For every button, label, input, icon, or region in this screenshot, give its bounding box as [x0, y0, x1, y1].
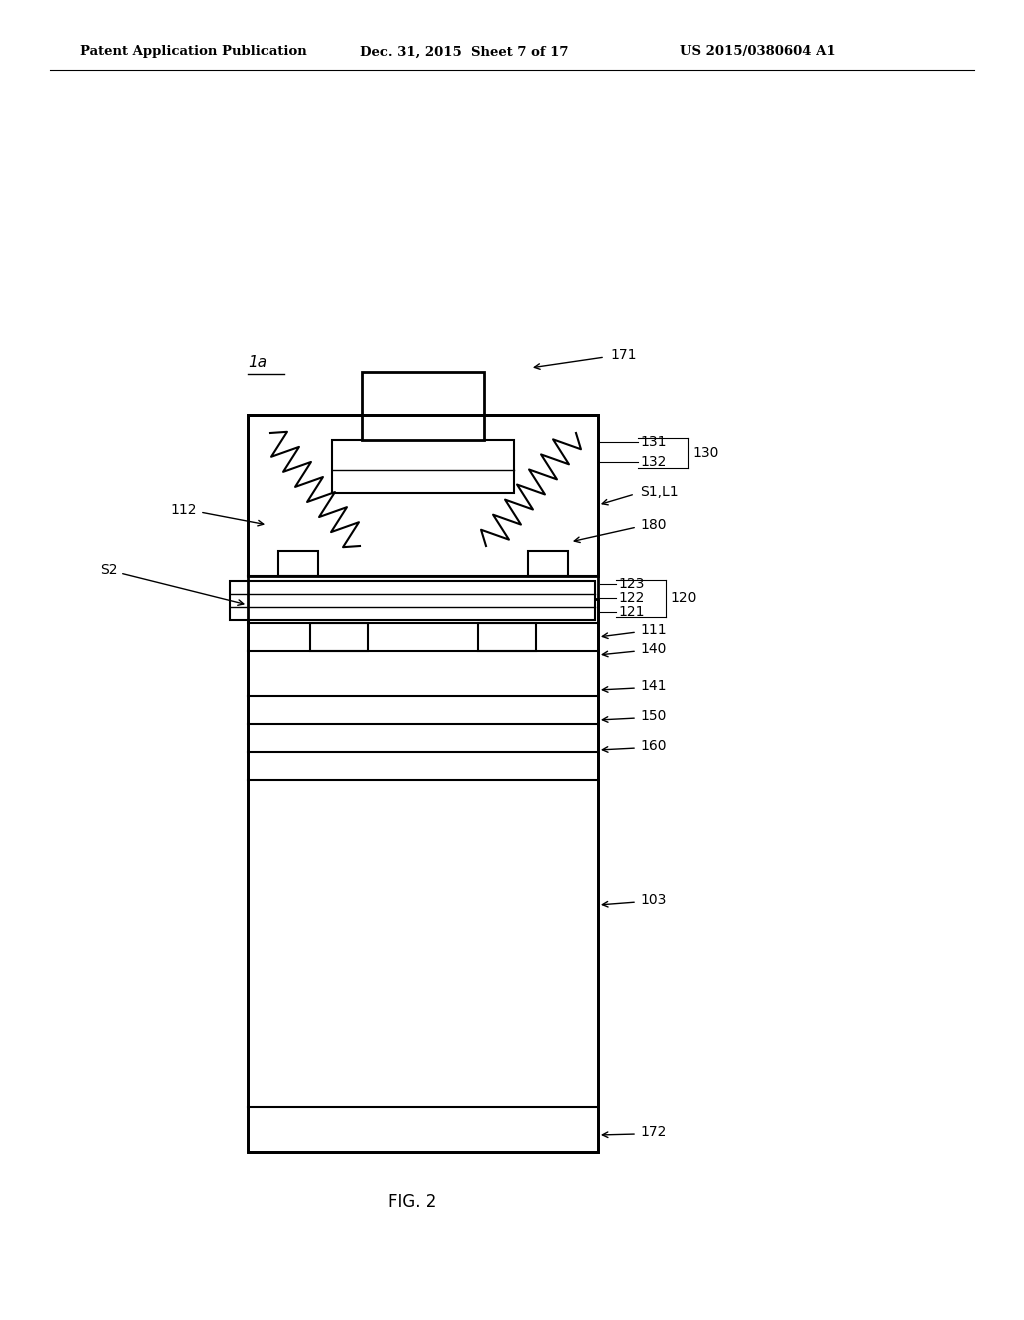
Text: FIG. 2: FIG. 2	[388, 1193, 436, 1210]
Text: US 2015/0380604 A1: US 2015/0380604 A1	[680, 45, 836, 58]
Bar	[248, 599, 598, 1152]
Text: 131: 131	[640, 436, 667, 449]
Text: 140: 140	[640, 642, 667, 656]
Text: 122: 122	[618, 591, 644, 605]
Text: Dec. 31, 2015  Sheet 7 of 17: Dec. 31, 2015 Sheet 7 of 17	[360, 45, 568, 58]
Bar	[230, 581, 595, 620]
Text: 132: 132	[640, 455, 667, 469]
Text: 150: 150	[640, 709, 667, 723]
Text: 130: 130	[692, 446, 719, 459]
Text: 120: 120	[670, 591, 696, 606]
Text: 180: 180	[640, 517, 667, 532]
Text: 1a: 1a	[248, 355, 267, 370]
Text: 172: 172	[640, 1125, 667, 1139]
Text: 121: 121	[618, 605, 644, 619]
Text: 123: 123	[618, 577, 644, 591]
Text: 112: 112	[170, 503, 197, 517]
Bar	[528, 550, 568, 576]
Bar	[310, 623, 368, 651]
Text: 160: 160	[640, 739, 667, 752]
Bar	[362, 372, 484, 440]
Text: 103: 103	[640, 894, 667, 907]
Text: S1,L1: S1,L1	[640, 484, 679, 499]
Bar	[278, 550, 318, 576]
Bar	[478, 623, 536, 651]
Text: 111: 111	[640, 623, 667, 638]
Text: Patent Application Publication: Patent Application Publication	[80, 45, 307, 58]
Bar	[332, 440, 514, 492]
Text: S2: S2	[100, 564, 118, 577]
Text: 141: 141	[640, 678, 667, 693]
Bar	[248, 414, 598, 576]
Bar	[248, 414, 598, 1152]
Text: 171: 171	[610, 348, 637, 362]
